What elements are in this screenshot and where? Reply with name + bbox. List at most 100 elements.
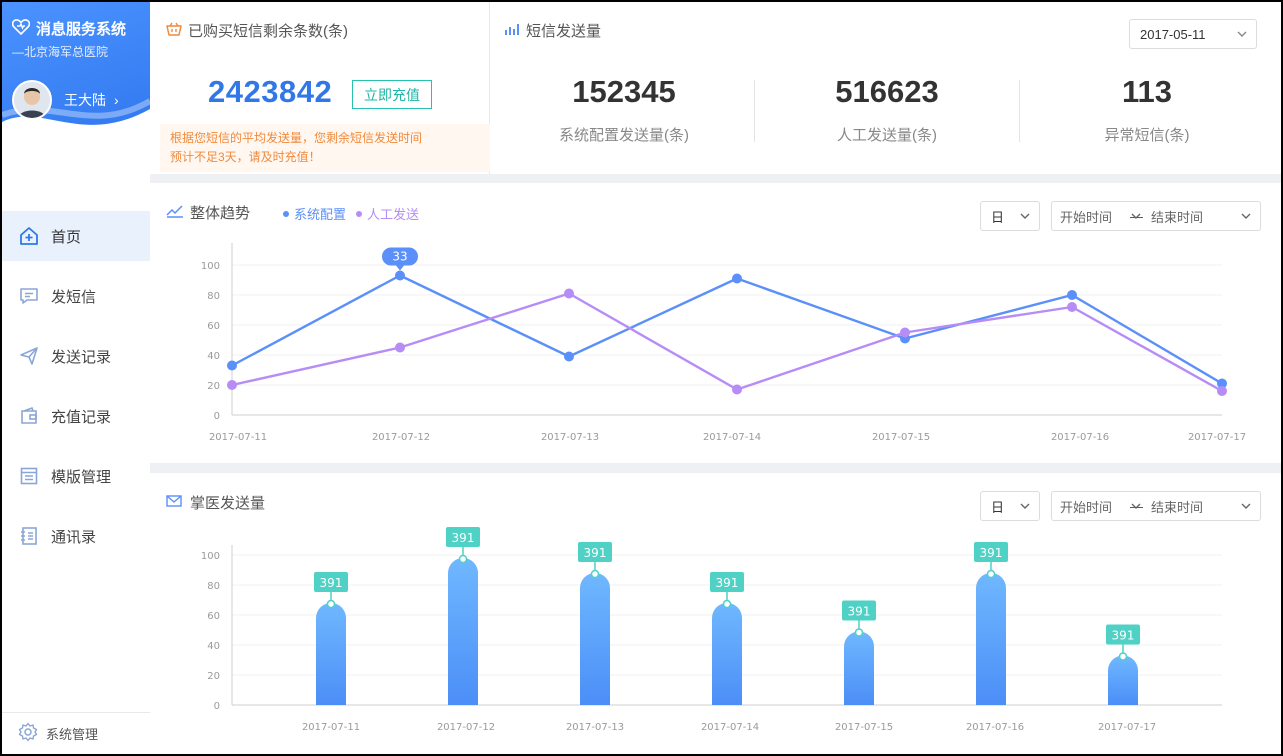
data-label-dot <box>326 599 336 609</box>
x-tick-label: 2017-07-14 <box>703 432 761 443</box>
y-tick-label: 100 <box>201 261 220 272</box>
start-time-input[interactable]: 开始时间 <box>1060 499 1113 515</box>
sidebar-item-label: 首页 <box>51 228 82 246</box>
contacts-icon <box>18 525 40 547</box>
data-label-dot <box>854 628 864 637</box>
bar <box>1108 655 1138 705</box>
sidebar-item-templates[interactable]: 模版管理 <box>2 451 150 501</box>
app-volume-panel: 0 20 40 60 80 100 2017-07-11 2017-07-12 2017-07-… <box>150 473 1281 754</box>
data-label-box <box>446 527 480 547</box>
granularity-select[interactable]: 日 <box>980 201 1040 231</box>
sidebar-item-recharge-records[interactable]: 充值记录 <box>2 391 150 441</box>
sidebar-item-label: 发短信 <box>51 288 97 306</box>
trend-line-chart: 0 20 40 60 80 100 2017-07-11 2017-07-12 2017-07-… <box>201 243 1246 443</box>
data-label: 391 <box>848 605 871 619</box>
sidebar-item-label: 发送记录 <box>51 348 112 366</box>
data-point <box>732 273 742 284</box>
stat-value: 516623 <box>835 74 939 109</box>
sidebar-menu: 首页 发短信 发送记录 充值记录 <box>2 211 150 571</box>
date-select[interactable]: 2017-05-11 <box>1129 19 1257 49</box>
sidebar-item-send-sms[interactable]: 发短信 <box>2 271 150 321</box>
org-name: —北京海军总医院 <box>12 45 109 59</box>
bar <box>712 603 742 705</box>
trend-panel: 0 20 40 60 80 100 2017-07-11 2017-07-12 2017-07-… <box>150 183 1281 463</box>
end-time-input[interactable]: 结束时间 <box>1151 209 1204 225</box>
app-title: 消息服务系统 <box>36 21 127 38</box>
granularity-select[interactable]: 日 <box>980 491 1040 521</box>
sidebar-item-label: 充值记录 <box>51 408 112 426</box>
legend-label: 系统配置 <box>294 207 347 222</box>
x-tick-label: 2017-07-12 <box>437 722 495 733</box>
brand: 消息服务系统 <box>11 18 127 39</box>
trend-title-row: 整体趋势 <box>166 202 250 223</box>
legend-item-system[interactable]: 系统配置 <box>283 204 346 223</box>
data-point <box>564 351 574 362</box>
bar <box>844 631 874 705</box>
message-icon <box>18 285 40 307</box>
sidebar-item-send-records[interactable]: 发送记录 <box>2 331 150 381</box>
data-label-box <box>314 572 348 592</box>
data-label: 391 <box>980 546 1003 560</box>
tooltip-pointer <box>396 265 404 271</box>
data-label: 391 <box>1112 629 1135 643</box>
y-tick-label: 60 <box>207 611 220 622</box>
send-volume-title: 短信发送量 <box>526 23 602 40</box>
data-point <box>900 327 910 338</box>
range-separator: — <box>1130 498 1143 514</box>
date-range-picker[interactable]: 开始时间 — 结束时间 <box>1051 201 1261 231</box>
user-profile-link[interactable]: 王大陆 › <box>12 80 119 120</box>
legend-item-manual[interactable]: 人工发送 <box>356 204 419 223</box>
data-label-dot <box>590 569 600 579</box>
stat-label: 系统配置发送量(条) <box>559 127 689 144</box>
sidebar-item-contacts[interactable]: 通讯录 <box>2 511 150 561</box>
basket-icon <box>166 22 182 40</box>
chevron-down-icon <box>1240 500 1252 515</box>
app-volume-title-row: 掌医发送量 <box>166 492 265 513</box>
top-summary: 已购买短信剩余条数(条) 2423842 立即充值 根据您短信的平均发送量，您剩… <box>150 2 1281 174</box>
data-label-box <box>710 572 744 592</box>
x-tick-label: 2017-07-16 <box>966 722 1024 733</box>
data-label-dot <box>722 599 732 609</box>
recharge-button[interactable]: 立即充值 <box>352 80 432 109</box>
y-tick-label: 0 <box>214 701 220 712</box>
bar-chart-icon <box>504 22 520 40</box>
user-name: 王大陆 <box>64 92 106 108</box>
mail-icon <box>166 494 184 512</box>
avatar <box>12 80 52 120</box>
send-volume-card: 短信发送量 2017-05-11 152345 系统配置发送量(条) 51662… <box>490 2 1281 174</box>
x-tick-label: 2017-07-13 <box>566 722 624 733</box>
send-icon <box>18 345 40 367</box>
balance-value: 2423842 <box>208 74 333 109</box>
y-tick-label: 40 <box>207 641 220 652</box>
x-tick-label: 2017-07-14 <box>701 722 759 733</box>
sidebar-item-home[interactable]: 首页 <box>2 211 150 261</box>
data-label: 391 <box>584 546 607 560</box>
balance-title-row: 已购买短信剩余条数(条) <box>166 20 348 41</box>
balance-title: 已购买短信剩余条数(条) <box>188 23 348 40</box>
gear-icon <box>18 722 38 745</box>
wallet-icon <box>18 405 40 427</box>
home-icon <box>18 225 40 247</box>
date-select-value: 2017-05-11 <box>1140 26 1206 42</box>
granularity-value: 日 <box>991 209 1005 225</box>
bar <box>976 573 1006 705</box>
x-tick-label: 2017-07-12 <box>372 432 430 443</box>
start-time-input[interactable]: 开始时间 <box>1060 209 1113 225</box>
data-point <box>227 380 237 390</box>
chevron-down-icon <box>1130 210 1142 225</box>
chevron-down-icon <box>1130 500 1142 515</box>
bar <box>448 558 478 705</box>
sidebar-item-system-settings[interactable]: 系统管理 <box>2 712 150 754</box>
data-point <box>1067 302 1077 312</box>
trend-legend: 系统配置 人工发送 <box>283 204 429 223</box>
chevron-down-icon <box>1019 500 1031 515</box>
date-range-picker[interactable]: 开始时间 — 结束时间 <box>1051 491 1261 521</box>
data-point <box>227 360 237 371</box>
x-tick-label: 2017-07-15 <box>835 722 893 733</box>
heart-logo-icon <box>11 18 31 39</box>
granularity-value: 日 <box>991 499 1005 515</box>
data-label-box <box>842 600 876 621</box>
sidebar-item-label: 通讯录 <box>51 528 97 546</box>
end-time-input[interactable]: 结束时间 <box>1151 499 1204 515</box>
y-tick-label: 80 <box>207 291 220 302</box>
